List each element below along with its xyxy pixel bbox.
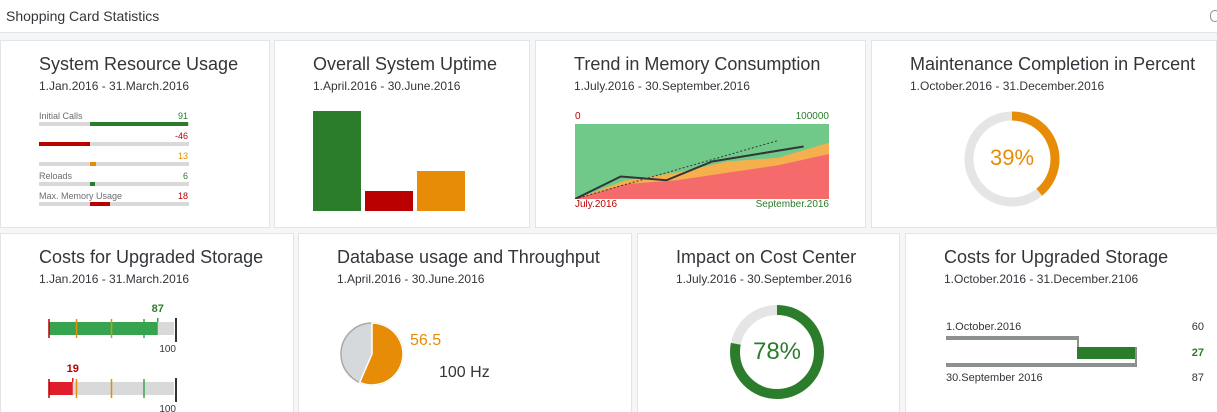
bullet-value: 87 bbox=[152, 303, 164, 315]
card-subtitle: 1.April.2016 - 30.June.2016 bbox=[337, 272, 485, 286]
row-value: 27 bbox=[1191, 347, 1204, 359]
row-bar bbox=[39, 142, 90, 146]
row-value: -46 bbox=[174, 131, 188, 141]
card-costs-storage-q4[interactable]: Costs for Upgraded Storage 1.October.201… bbox=[905, 233, 1217, 412]
maintenance-arc bbox=[964, 111, 1060, 207]
comparison-bar bbox=[1077, 347, 1136, 359]
impact-arc bbox=[730, 305, 824, 399]
comparison-bar bbox=[946, 363, 1137, 367]
trend-dotted-line bbox=[575, 140, 779, 199]
row-value: 18 bbox=[177, 191, 188, 201]
row-track bbox=[39, 202, 189, 206]
row-value: 6 bbox=[182, 171, 188, 181]
card-title: Costs for Upgraded Storage bbox=[944, 247, 1169, 267]
uptime-bar bbox=[313, 111, 361, 211]
axis-label-top-left: 0 bbox=[575, 111, 581, 122]
donut-value: 39% bbox=[989, 145, 1035, 170]
trend-line bbox=[575, 145, 804, 199]
row-track bbox=[39, 142, 189, 146]
comparison-connector bbox=[1135, 347, 1137, 363]
row-label: Max. Memory Usage bbox=[39, 191, 123, 201]
card-title: Trend in Memory Consumption bbox=[574, 54, 821, 74]
card-subtitle: 1.Jan.2016 - 31.March.2016 bbox=[39, 79, 190, 93]
page-title: Shopping Card Statistics bbox=[6, 8, 160, 24]
card-title: Overall System Uptime bbox=[313, 54, 498, 74]
card-trend-memory[interactable]: Trend in Memory Consumption 1.July.2016 … bbox=[535, 40, 866, 228]
uptime-bar bbox=[365, 191, 413, 211]
card-title: System Resource Usage bbox=[39, 54, 239, 74]
row-bar bbox=[90, 162, 96, 166]
card-subtitle: 1.July.2016 - 30.September.2016 bbox=[676, 272, 852, 286]
bullet-target-label: 100 bbox=[159, 344, 176, 355]
bullet-target-label: 100 bbox=[159, 404, 176, 412]
bullet-value: 19 bbox=[67, 363, 79, 375]
card-system-resource-usage[interactable]: System Resource Usage 1.Jan.2016 - 31.Ma… bbox=[0, 40, 270, 228]
card-subtitle: 1.July.2016 - 30.September.2016 bbox=[574, 79, 750, 93]
row-bar bbox=[90, 182, 95, 186]
card-subtitle: 1.Jan.2016 - 31.March.2016 bbox=[39, 272, 190, 286]
settings-icon[interactable] bbox=[1210, 10, 1217, 22]
card-costs-storage-q1[interactable]: Costs for Upgraded Storage 1.Jan.2016 - … bbox=[0, 233, 294, 412]
card-subtitle: 1.October.2016 - 31.December.2106 bbox=[944, 272, 1139, 286]
card-database-usage[interactable]: Database usage and Throughput 1.April.20… bbox=[298, 233, 632, 412]
row-value: 87 bbox=[1191, 372, 1204, 384]
card-title: Impact on Cost Center bbox=[676, 247, 857, 267]
pie-slice bbox=[358, 322, 404, 386]
card-impact-cost-center[interactable]: Impact on Cost Center 1.July.2016 - 30.S… bbox=[637, 233, 900, 412]
row-bar bbox=[90, 202, 110, 206]
card-title: Maintenance Completion in Percent bbox=[910, 54, 1196, 74]
row-label: 30.September 2016 bbox=[946, 372, 1043, 384]
bullet-bar bbox=[49, 322, 158, 335]
row-label: Reloads bbox=[39, 171, 73, 181]
row-label: 1.October.2016 bbox=[946, 321, 1022, 333]
database-pie bbox=[340, 322, 404, 386]
page-header: Shopping Card Statistics bbox=[0, 0, 1217, 33]
card-title: Costs for Upgraded Storage bbox=[39, 247, 264, 267]
axis-label-top-right: 100000 bbox=[795, 111, 829, 122]
row-track bbox=[39, 162, 189, 166]
card-maintenance-completion[interactable]: Maintenance Completion in Percent 1.Octo… bbox=[871, 40, 1217, 228]
row-value: 13 bbox=[177, 151, 188, 161]
bullet-bar bbox=[49, 382, 73, 395]
row-value: 91 bbox=[177, 111, 188, 121]
card-overall-system-uptime[interactable]: Overall System Uptime 1.April.2016 - 30.… bbox=[274, 40, 530, 228]
pie-unit: 100 Hz bbox=[439, 364, 490, 381]
card-title: Database usage and Throughput bbox=[337, 247, 600, 267]
comparison-connector bbox=[1077, 336, 1079, 349]
row-value: 60 bbox=[1191, 321, 1204, 333]
bullet-charts: 87 100 19 100 bbox=[48, 303, 177, 412]
trend-area-chart bbox=[575, 124, 829, 199]
row-track bbox=[39, 182, 189, 186]
comparison-bar bbox=[946, 336, 1077, 340]
axis-label-bottom-right: September.2016 bbox=[755, 199, 829, 210]
maintenance-donut bbox=[964, 111, 1060, 207]
donut-value: 78% bbox=[752, 338, 802, 365]
row-bar bbox=[90, 122, 188, 126]
card-subtitle: 1.April.2016 - 30.June.2016 bbox=[313, 79, 461, 93]
pie-value: 56.5 bbox=[410, 332, 442, 349]
axis-label-bottom-left: July.2016 bbox=[575, 199, 618, 210]
card-subtitle: 1.October.2016 - 31.December.2016 bbox=[910, 79, 1105, 93]
row-label: Initial Calls bbox=[39, 111, 83, 121]
trend-area-red bbox=[575, 154, 829, 199]
uptime-bar-chart bbox=[313, 111, 465, 211]
uptime-bar bbox=[417, 171, 465, 211]
impact-donut bbox=[730, 305, 824, 399]
